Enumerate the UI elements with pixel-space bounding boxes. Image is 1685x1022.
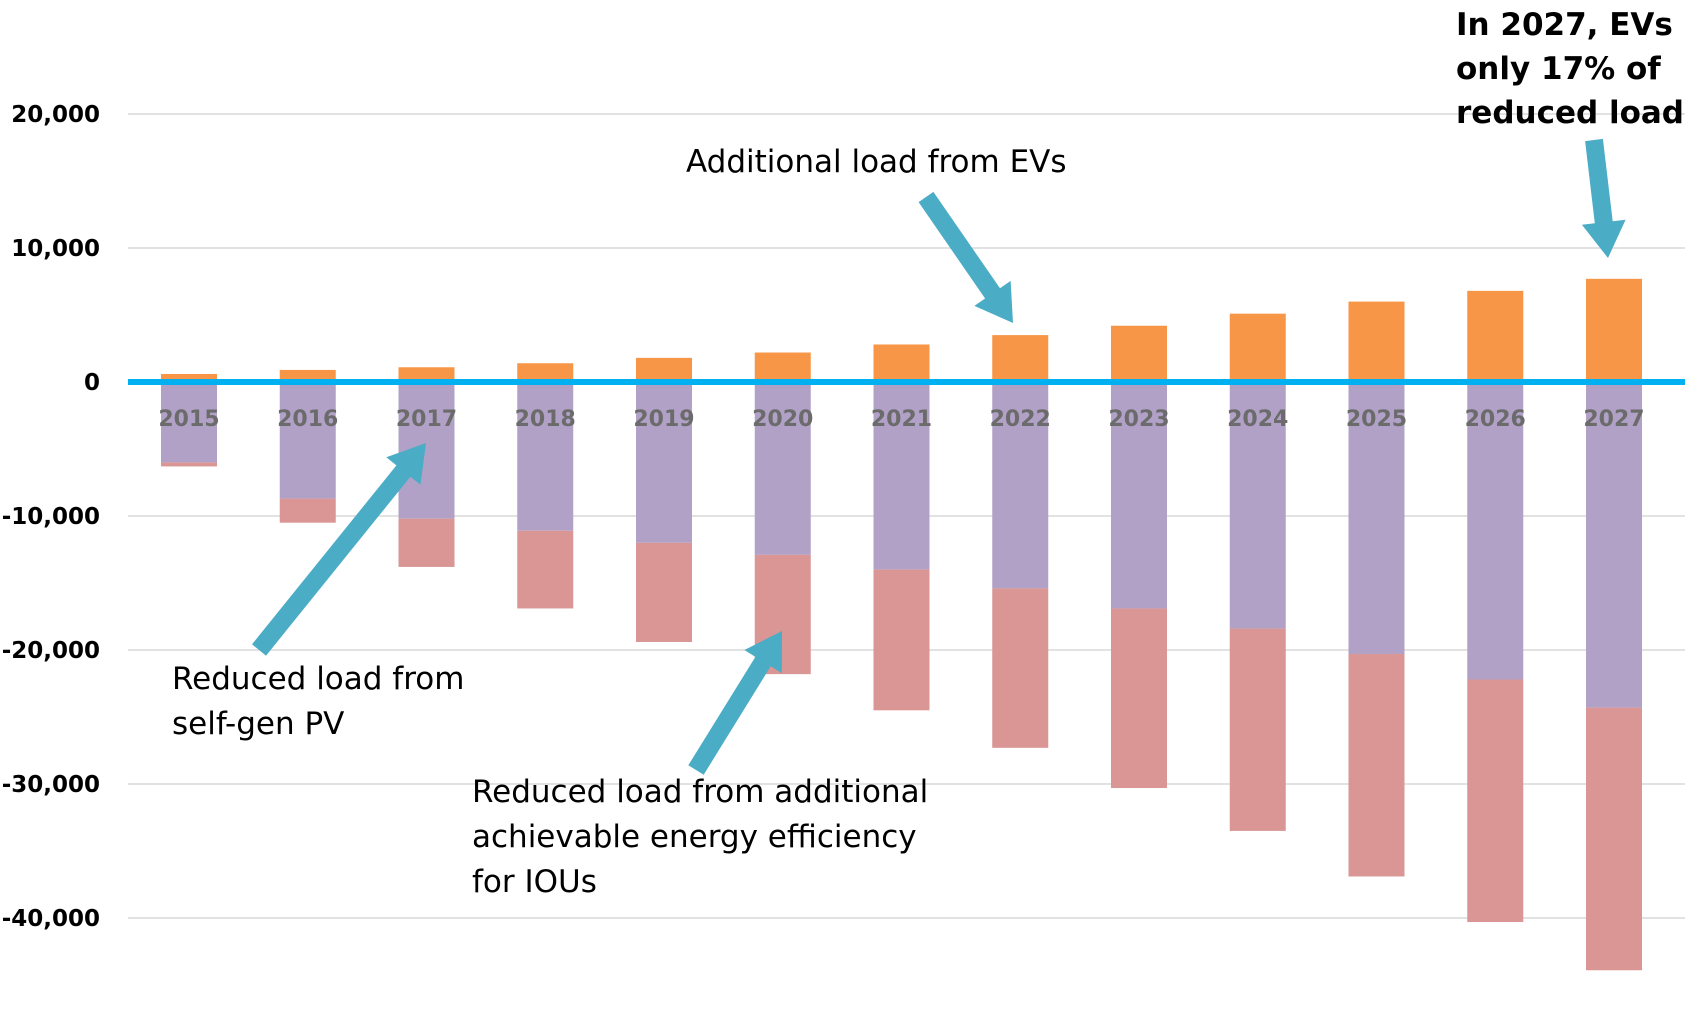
y-tick-label: -10,000 xyxy=(2,504,100,530)
bar-pv-2020 xyxy=(754,382,811,555)
x-tick-label: 2024 xyxy=(1227,407,1288,432)
y-tick-label: -20,000 xyxy=(2,638,100,664)
bar-ev-2019 xyxy=(636,357,692,382)
bar-ee-2017 xyxy=(398,518,455,567)
bar-ee-2026 xyxy=(1467,679,1524,923)
bar-ev-2027 xyxy=(1586,278,1642,382)
bar-ee-2018 xyxy=(517,530,574,609)
bar-ee-2022 xyxy=(992,588,1049,748)
annotation-pv-line: self-gen PV xyxy=(172,706,344,742)
annotation-ee-line: Reduced load from additional xyxy=(472,774,928,810)
bar-pv-2025 xyxy=(1348,382,1405,655)
x-tick-label: 2021 xyxy=(871,407,932,432)
x-tick-label: 2023 xyxy=(1108,407,1169,432)
x-tick-label: 2022 xyxy=(990,407,1051,432)
bar-ev-2022 xyxy=(992,335,1049,382)
x-tick-label: 2025 xyxy=(1346,407,1407,432)
bar-ee-2019 xyxy=(636,542,692,642)
y-tick-label: 0 xyxy=(84,370,100,396)
bar-ev-2026 xyxy=(1467,290,1524,382)
bar-pv-2021 xyxy=(873,382,930,570)
bar-ee-2025 xyxy=(1348,654,1405,877)
arrow-pv xyxy=(252,443,426,656)
bar-pv-2024 xyxy=(1229,382,1286,629)
arrow-ee xyxy=(688,631,782,775)
annotations: Additional load from EVs Reduced load fro… xyxy=(172,7,1684,900)
arrow-ev xyxy=(918,191,1013,323)
y-tick-label: 10,000 xyxy=(11,236,100,262)
bar-pv-2026 xyxy=(1467,382,1524,680)
annotation-note2027-line: In 2027, EVs xyxy=(1456,7,1673,43)
x-tick-label: 2019 xyxy=(633,407,694,432)
bar-pv-2019 xyxy=(636,382,692,543)
arrow-2027 xyxy=(1581,138,1626,258)
bar-pv-2022 xyxy=(992,382,1049,589)
y-axis-tick-labels: 20,000 10,000 0 -10,000 -20,000 -30,000 -40,00… xyxy=(2,102,100,932)
annotation-ee-line: for IOUs xyxy=(472,864,597,900)
bar-ev-2021 xyxy=(873,344,930,382)
y-tick-label: -30,000 xyxy=(2,772,100,798)
x-tick-label: 2020 xyxy=(752,407,813,432)
annotation-pv-line: Reduced load from xyxy=(172,661,464,697)
annotation-arrows xyxy=(252,138,1626,775)
x-tick-label: 2016 xyxy=(277,407,338,432)
bar-ee-2021 xyxy=(873,569,930,711)
bar-ev-2016 xyxy=(279,369,336,382)
bar-pv-2018 xyxy=(517,382,574,531)
bar-pv-2015 xyxy=(161,382,217,463)
bar-pv-2027 xyxy=(1586,382,1642,708)
x-tick-label: 2015 xyxy=(158,407,219,432)
bar-ee-2023 xyxy=(1111,608,1167,789)
x-tick-label: 2027 xyxy=(1583,407,1644,432)
bar-ee-2024 xyxy=(1229,628,1286,831)
bar-ev-2024 xyxy=(1229,313,1286,382)
bar-ev-2015 xyxy=(161,373,217,382)
bar-ee-2016 xyxy=(279,498,336,523)
bar-ev-2017 xyxy=(398,367,455,382)
x-tick-label: 2026 xyxy=(1465,407,1526,432)
bar-ev-2025 xyxy=(1348,301,1405,382)
bar-pv-2023 xyxy=(1111,382,1167,609)
x-tick-label: 2017 xyxy=(396,407,457,432)
bar-pv-2016 xyxy=(279,382,336,499)
bar-ev-2020 xyxy=(754,352,811,382)
bar-ev-2023 xyxy=(1111,325,1167,382)
x-tick-label: 2018 xyxy=(515,407,576,432)
annotation-ev-line: Additional load from EVs xyxy=(686,144,1067,180)
annotation-ee-line: achievable energy efficiency xyxy=(472,819,917,855)
annotation-note2027-line: reduced load xyxy=(1456,95,1684,131)
y-tick-label: -40,000 xyxy=(2,906,100,932)
bars xyxy=(161,278,1642,971)
y-tick-label: 20,000 xyxy=(11,102,100,128)
annotation-note2027-line: only 17% of xyxy=(1456,51,1661,87)
bar-ee-2027 xyxy=(1586,707,1642,971)
bar-ev-2018 xyxy=(517,363,574,382)
bar-ee-2015 xyxy=(161,462,217,467)
x-axis-tick-labels: 2015 2016 2017 2018 2019 2020 2021 2022 2023 2024… xyxy=(158,407,1644,432)
